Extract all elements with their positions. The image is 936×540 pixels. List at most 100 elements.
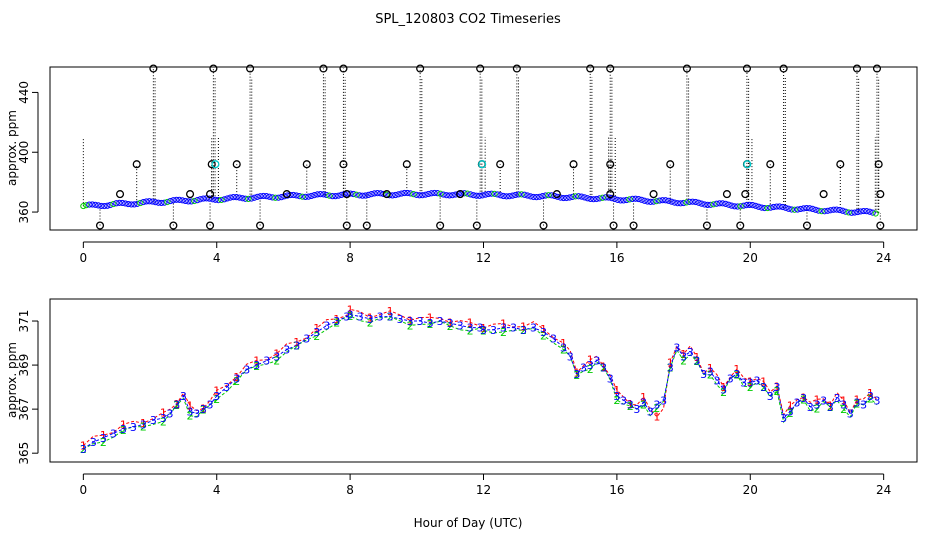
baseline-point — [599, 194, 606, 201]
baseline-point — [854, 208, 861, 216]
baseline-point — [182, 197, 189, 205]
baseline-point — [836, 206, 843, 214]
baseline-point — [122, 200, 129, 207]
y-tick-label: 371 — [17, 310, 31, 333]
baseline-point — [818, 208, 825, 215]
series-3-marker: 3 — [667, 361, 674, 374]
outlier-small — [819, 190, 828, 199]
outlier-high — [149, 64, 158, 73]
series-1-marker: 1 — [760, 375, 767, 388]
baseline-point — [317, 191, 324, 198]
baseline-point — [728, 202, 735, 209]
baseline-point — [551, 192, 558, 200]
baseline-point — [467, 191, 474, 198]
baseline-point — [494, 191, 501, 198]
series-3-marker: 3 — [180, 390, 187, 403]
outlier-low — [342, 221, 351, 230]
baseline-point — [413, 191, 420, 198]
baseline-point — [107, 201, 114, 209]
baseline-point — [215, 197, 222, 204]
baseline-point — [155, 199, 162, 206]
baseline-point — [257, 193, 264, 200]
series-1-marker: 1 — [467, 316, 474, 329]
baseline-point — [806, 205, 813, 212]
baseline-point — [101, 202, 108, 210]
series-3-marker: 3 — [620, 394, 627, 407]
baseline-point — [443, 192, 450, 199]
baseline-point — [566, 194, 573, 201]
x-tick-label: 16 — [609, 483, 624, 497]
baseline-point — [674, 200, 681, 207]
series-3-marker: 3 — [660, 394, 667, 407]
baseline-point — [437, 190, 444, 197]
series-3-marker: 3 — [490, 324, 497, 337]
series-3-marker: 3 — [233, 372, 240, 385]
series-3-marker: 3 — [90, 436, 97, 449]
series-2-marker: 2 — [720, 386, 727, 399]
series-2-marker: 2 — [813, 403, 820, 416]
chart-title: SPL_120803 CO2 Timeseries — [375, 12, 561, 27]
baseline-point — [845, 209, 852, 216]
top-x-axis: 0 4 8 12 16 20 24 — [80, 241, 891, 265]
series-3-marker: 3 — [347, 308, 354, 321]
outlier-low — [169, 221, 178, 230]
series-3-marker: 3 — [693, 355, 700, 368]
outlier-low — [472, 221, 481, 230]
series-2-marker: 2 — [747, 381, 754, 394]
series-3-marker: 3 — [867, 390, 874, 403]
series-3-marker: 3 — [613, 390, 620, 403]
baseline-point — [632, 195, 639, 202]
series-3-marker: 3 — [740, 377, 747, 390]
outlier-high — [872, 64, 882, 73]
baseline-point — [290, 191, 297, 199]
baseline-point — [263, 193, 270, 200]
baseline-point — [428, 190, 435, 197]
outlier-high — [512, 64, 521, 73]
baseline-point — [572, 193, 579, 200]
outlier-high — [209, 64, 218, 73]
outlier-high — [852, 64, 862, 73]
baseline-point — [686, 198, 693, 205]
outlier-low — [736, 221, 745, 230]
baseline-point — [281, 193, 288, 200]
baseline-point — [452, 191, 459, 198]
series-2-marker: 2 — [540, 329, 547, 342]
baseline-point — [464, 190, 471, 197]
baseline-point — [200, 195, 207, 202]
bottom-series-lines — [83, 308, 878, 450]
baseline-point — [401, 189, 408, 197]
series-3-marker: 3 — [173, 399, 180, 412]
baseline-point — [197, 196, 204, 203]
baseline-point — [863, 208, 870, 215]
x-tick-label: 20 — [743, 251, 758, 265]
series-3-marker: 3 — [467, 322, 474, 335]
bottom-plot-frame — [49, 298, 918, 463]
baseline-point — [608, 195, 615, 202]
baseline-point — [509, 192, 516, 199]
baseline-point — [89, 201, 96, 208]
baseline-point — [233, 194, 240, 201]
series-1-marker: 1 — [560, 337, 567, 350]
baseline-point — [719, 200, 726, 207]
outlier-small — [456, 190, 465, 199]
series-3-marker: 3 — [773, 381, 780, 394]
top-data-marks — [80, 64, 885, 230]
series-1-marker: 1 — [140, 417, 147, 430]
series-3-marker: 3 — [633, 403, 640, 416]
outlier-mid — [207, 160, 216, 169]
baseline-point — [479, 192, 486, 199]
baseline-point — [176, 196, 183, 203]
baseline-point — [590, 196, 597, 203]
series-1-marker: 1 — [293, 336, 300, 349]
series-3-marker: 3 — [500, 322, 507, 335]
x-tick-label: 12 — [476, 483, 491, 497]
series-1-marker: 1 — [313, 322, 320, 335]
baseline-point — [272, 194, 279, 201]
baseline-point — [650, 198, 657, 205]
series-1-marker: 1 — [120, 418, 127, 431]
series-2-marker: 2 — [627, 400, 634, 413]
baseline-point — [788, 206, 795, 213]
